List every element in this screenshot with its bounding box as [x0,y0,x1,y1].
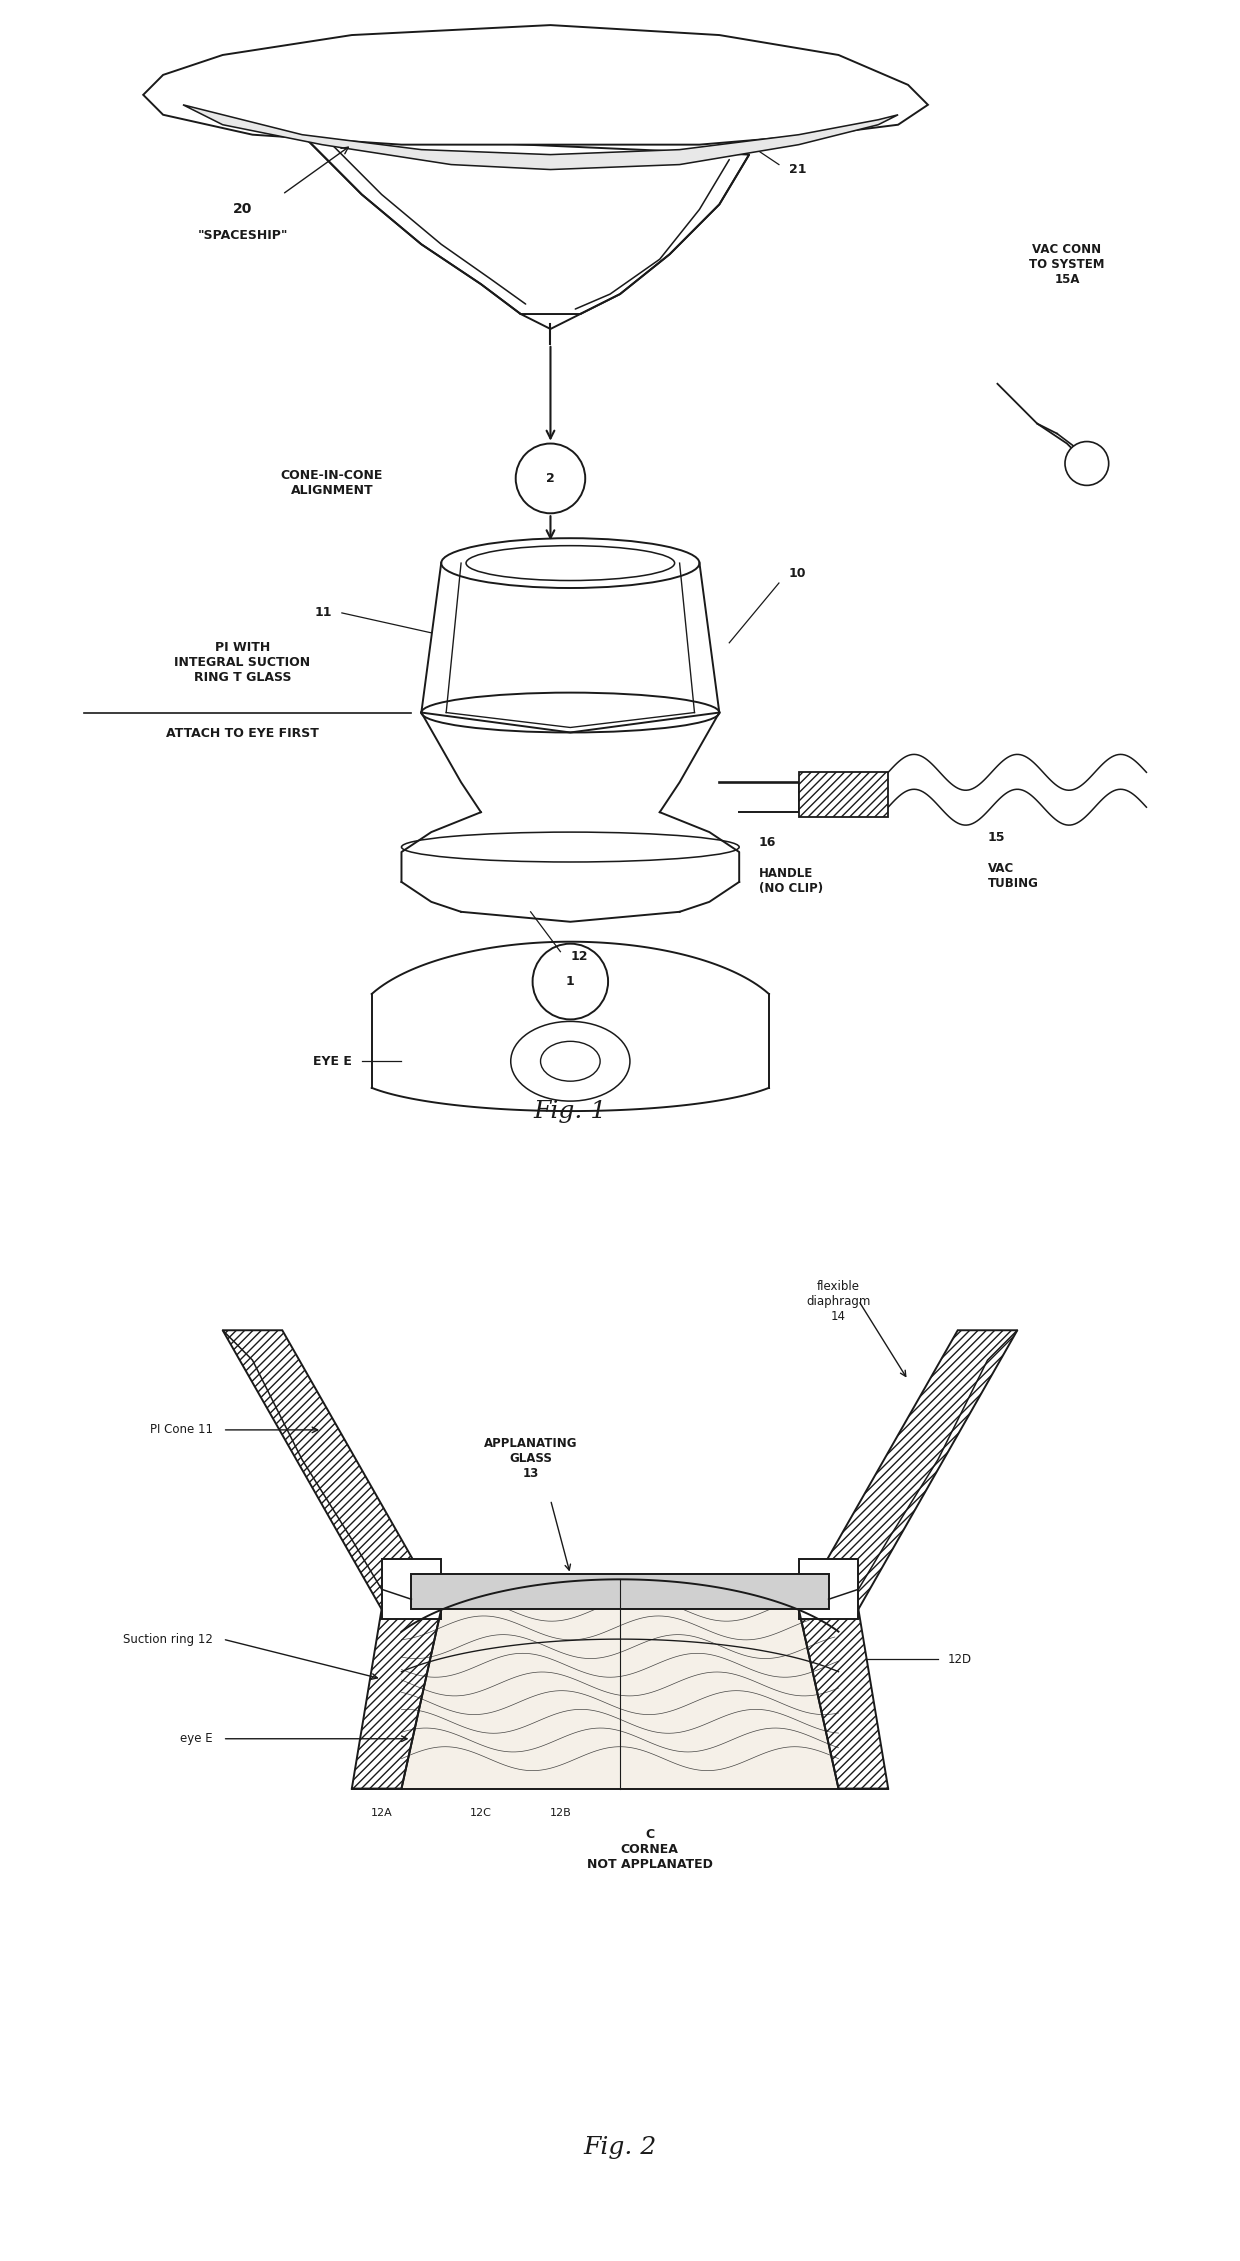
Text: EYE E: EYE E [312,1054,352,1067]
Text: ATTACH TO EYE FIRST: ATTACH TO EYE FIRST [166,728,319,742]
Text: CONE-IN-CONE
ALIGNMENT: CONE-IN-CONE ALIGNMENT [280,470,383,497]
Polygon shape [184,104,898,170]
Text: 21: 21 [789,163,806,176]
Polygon shape [799,1560,858,1619]
Text: HANDLE
(NO CLIP): HANDLE (NO CLIP) [759,866,823,895]
Circle shape [1065,441,1109,486]
Text: eye E: eye E [180,1732,213,1745]
Text: "SPACESHIP": "SPACESHIP" [197,228,288,242]
Text: VAC
TUBING: VAC TUBING [987,861,1038,891]
Text: 15: 15 [987,830,1004,843]
Text: PI WITH
INTEGRAL SUCTION
RING T GLASS: PI WITH INTEGRAL SUCTION RING T GLASS [175,642,310,685]
Text: Suction ring 12: Suction ring 12 [123,1632,213,1646]
Polygon shape [144,25,928,145]
Text: 12D: 12D [947,1653,972,1666]
Polygon shape [799,1610,888,1788]
Text: 10: 10 [789,568,806,579]
Text: 12B: 12B [549,1809,572,1818]
Text: VAC CONN
TO SYSTEM
15A: VAC CONN TO SYSTEM 15A [1029,242,1105,285]
Text: 12: 12 [570,950,588,963]
Text: flexible
diaphragm
14: flexible diaphragm 14 [806,1280,870,1323]
Polygon shape [223,1329,441,1610]
Text: 20: 20 [233,203,252,217]
Text: 11: 11 [315,606,332,620]
Polygon shape [382,1560,441,1619]
Text: C
CORNEA
NOT APPLANATED: C CORNEA NOT APPLANATED [587,1829,713,1872]
Text: 16: 16 [759,837,776,848]
Text: 2: 2 [546,473,554,484]
Polygon shape [799,1329,1017,1610]
Bar [412,1574,828,1610]
Text: APPLANATING
GLASS
13: APPLANATING GLASS 13 [484,1436,578,1479]
Polygon shape [799,773,888,816]
Text: Fig. 1: Fig. 1 [533,1099,606,1121]
Text: 12C: 12C [470,1809,492,1818]
Polygon shape [352,1610,441,1788]
Text: Fig. 2: Fig. 2 [583,2137,657,2159]
Polygon shape [402,1580,838,1788]
Text: 12A: 12A [371,1809,393,1818]
Text: 1: 1 [565,974,574,988]
Polygon shape [303,136,749,314]
Text: PI Cone 11: PI Cone 11 [150,1424,213,1436]
